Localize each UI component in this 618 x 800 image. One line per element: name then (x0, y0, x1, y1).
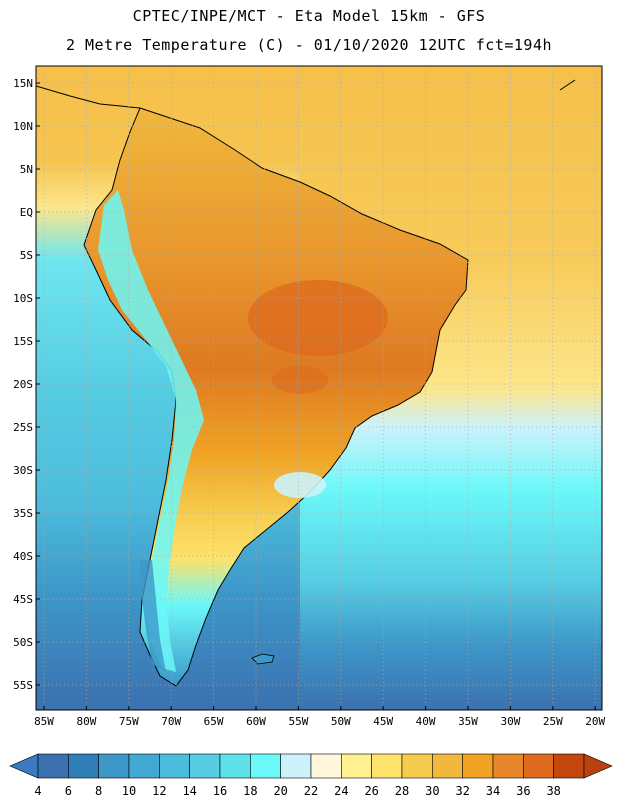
colorbar-label: 20 (273, 784, 287, 798)
lon-label: 40W (416, 715, 436, 728)
colorbar-box (280, 753, 312, 779)
colorbar-over-arrow (583, 753, 613, 779)
map-title-line-2: 2 Metre Temperature (C) - 01/10/2020 12U… (65, 36, 553, 54)
colorbar-box (189, 753, 221, 779)
colorbar-label: 10 (122, 784, 136, 798)
lat-label: 20S (13, 378, 33, 391)
lon-label: 60W (246, 715, 266, 728)
lon-label: 50W (331, 715, 351, 728)
caribbean-coast (36, 79, 576, 109)
colorbar-box (250, 753, 281, 779)
lat-label: EQ (20, 206, 33, 219)
colorbar-box (98, 753, 130, 779)
longitude-labels: 85W 80W 75W 70W 65W 60W 55W 50W 45W 40W 35W 30W 25W 2… (34, 706, 606, 728)
colorbar-label: 26 (364, 784, 378, 798)
colorbar-label: 32 (455, 784, 469, 798)
lon-label: 75W (119, 715, 139, 728)
colorbar-label: 4 (34, 784, 41, 798)
lon-label: 30W (500, 715, 520, 728)
colorbar-label: 38 (546, 784, 560, 798)
colorbar-box (37, 753, 69, 779)
lon-label: 80W (76, 715, 96, 728)
colorbar-label: 8 (95, 784, 102, 798)
colorbar-under-arrow (9, 753, 39, 779)
colorbar-label: 6 (65, 784, 72, 798)
lon-label: 35W (458, 715, 478, 728)
colorbar-label: 18 (243, 784, 257, 798)
colorbar-label: 14 (182, 784, 196, 798)
lat-label: 45S (13, 593, 33, 606)
colorbar-label: 36 (516, 784, 530, 798)
lat-label: 10N (13, 120, 33, 133)
lat-label: 5N (20, 163, 33, 176)
hot-core-south-brazil (272, 366, 328, 394)
colorbar-box (219, 753, 251, 779)
lat-label: 35S (13, 507, 33, 520)
colorbar-label: 30 (425, 784, 439, 798)
map-grid (36, 66, 602, 710)
colorbar-label: 12 (152, 784, 166, 798)
lat-label: 40S (13, 550, 33, 563)
colorbar-box (401, 753, 433, 779)
colorbar-box (341, 753, 372, 779)
south-america-land (83, 107, 469, 687)
lon-label: 65W (204, 715, 224, 728)
colorbar-labels: 4 6 8 10 12 14 16 18 20 22 24 26 28 30 32 34 36 38 (34, 784, 561, 798)
colorbar-box (462, 753, 494, 779)
lat-label: 15S (13, 335, 33, 348)
lat-label: 55S (13, 679, 33, 692)
hot-core-central-brazil (248, 280, 388, 356)
colorbar-label: 24 (334, 784, 348, 798)
colorbar-box (159, 753, 190, 779)
lat-label: 30S (13, 464, 33, 477)
lat-label: 50S (13, 636, 33, 649)
map-title-line-1: CPTEC/INPE/MCT - Eta Model 15km - GFS (132, 7, 486, 25)
lon-label: 85W (34, 715, 54, 728)
colorbar-boxes (37, 753, 585, 779)
colorbar-box (371, 753, 403, 779)
colorbar: 4 6 8 10 12 14 16 18 20 22 24 26 28 30 32 34 36 38 (9, 753, 613, 798)
lon-label: 45W (373, 715, 393, 728)
latitude-labels: 15N 10N 5N EQ 5S 10S 15S 20S 25S 30S 35S 40S 45S 50S 5… (13, 77, 40, 692)
colorbar-label: 16 (213, 784, 227, 798)
lat-label: 15N (13, 77, 33, 90)
colorbar-box (310, 753, 342, 779)
colorbar-box (68, 753, 99, 779)
colorbar-box (432, 753, 463, 779)
lon-label: 25W (543, 715, 563, 728)
lon-label: 20W (585, 715, 605, 728)
andes-cold-band (98, 190, 204, 672)
lon-label: 70W (161, 715, 181, 728)
lat-label: 25S (13, 421, 33, 434)
colorbar-label: 22 (304, 784, 318, 798)
rio-de-la-plata-cool-area (274, 472, 326, 498)
colorbar-box (553, 753, 585, 779)
lon-label: 55W (288, 715, 308, 728)
colorbar-box (128, 753, 160, 779)
map-frame (35, 65, 603, 711)
andes-coldest-band (140, 560, 166, 672)
lat-label: 5S (20, 249, 33, 262)
colorbar-label: 28 (395, 784, 409, 798)
colorbar-label: 34 (486, 784, 500, 798)
falkland-islands (251, 653, 275, 665)
colorbar-box (523, 753, 554, 779)
lat-label: 10S (13, 292, 33, 305)
colorbar-box (492, 753, 524, 779)
